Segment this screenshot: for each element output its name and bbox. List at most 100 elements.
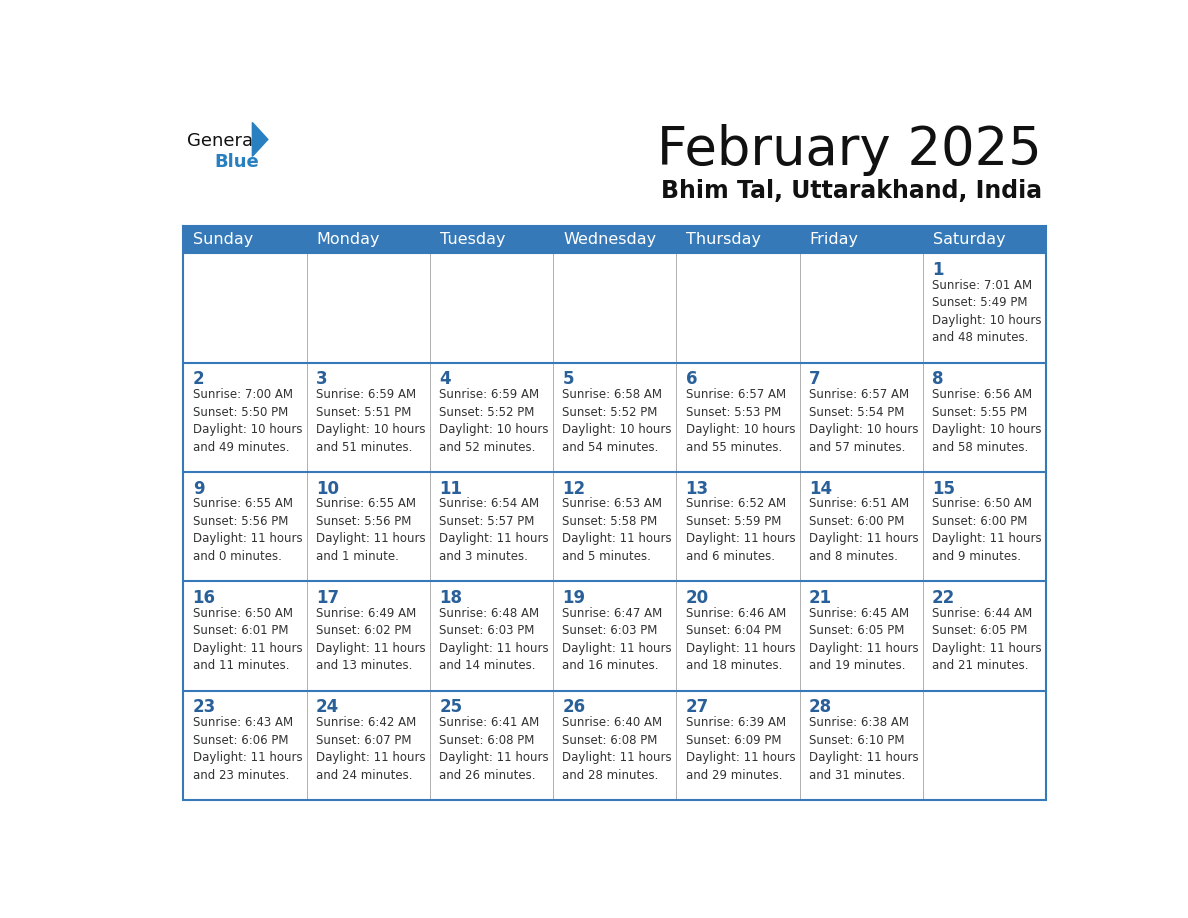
Text: Sunrise: 6:45 AM
Sunset: 6:05 PM
Daylight: 11 hours
and 19 minutes.: Sunrise: 6:45 AM Sunset: 6:05 PM Dayligh… xyxy=(809,607,918,672)
Bar xyxy=(800,253,923,363)
Bar xyxy=(183,253,307,363)
Text: 3: 3 xyxy=(316,371,328,388)
Text: 13: 13 xyxy=(685,480,709,498)
Text: Sunrise: 6:44 AM
Sunset: 6:05 PM
Daylight: 11 hours
and 21 minutes.: Sunrise: 6:44 AM Sunset: 6:05 PM Dayligh… xyxy=(933,607,1042,672)
Text: 4: 4 xyxy=(440,371,450,388)
Text: 22: 22 xyxy=(933,589,955,607)
Text: Sunday: Sunday xyxy=(194,232,254,247)
Text: Bhim Tal, Uttarakhand, India: Bhim Tal, Uttarakhand, India xyxy=(661,179,1042,204)
Text: Saturday: Saturday xyxy=(933,232,1005,247)
Bar xyxy=(183,581,307,690)
Bar xyxy=(307,472,430,581)
Text: Sunrise: 6:59 AM
Sunset: 5:52 PM
Daylight: 10 hours
and 52 minutes.: Sunrise: 6:59 AM Sunset: 5:52 PM Dayligh… xyxy=(440,388,549,453)
Text: Sunrise: 6:38 AM
Sunset: 6:10 PM
Daylight: 11 hours
and 31 minutes.: Sunrise: 6:38 AM Sunset: 6:10 PM Dayligh… xyxy=(809,716,918,781)
Text: Sunrise: 6:39 AM
Sunset: 6:09 PM
Daylight: 11 hours
and 29 minutes.: Sunrise: 6:39 AM Sunset: 6:09 PM Dayligh… xyxy=(685,716,795,781)
Text: Sunrise: 6:54 AM
Sunset: 5:57 PM
Daylight: 11 hours
and 3 minutes.: Sunrise: 6:54 AM Sunset: 5:57 PM Dayligh… xyxy=(440,498,549,563)
Text: 21: 21 xyxy=(809,589,832,607)
Bar xyxy=(307,581,430,690)
Bar xyxy=(307,253,430,363)
Bar xyxy=(923,363,1045,472)
Bar xyxy=(307,363,430,472)
Text: 27: 27 xyxy=(685,699,709,716)
Text: Blue: Blue xyxy=(214,153,259,172)
Text: 8: 8 xyxy=(933,371,943,388)
Text: Sunrise: 6:40 AM
Sunset: 6:08 PM
Daylight: 11 hours
and 28 minutes.: Sunrise: 6:40 AM Sunset: 6:08 PM Dayligh… xyxy=(562,716,672,781)
Text: 10: 10 xyxy=(316,480,339,498)
Bar xyxy=(676,581,800,690)
Bar xyxy=(676,472,800,581)
Text: 19: 19 xyxy=(562,589,586,607)
Text: Sunrise: 6:50 AM
Sunset: 6:01 PM
Daylight: 11 hours
and 11 minutes.: Sunrise: 6:50 AM Sunset: 6:01 PM Dayligh… xyxy=(192,607,302,672)
Text: Tuesday: Tuesday xyxy=(440,232,505,247)
Text: 18: 18 xyxy=(440,589,462,607)
Text: Sunrise: 6:48 AM
Sunset: 6:03 PM
Daylight: 11 hours
and 14 minutes.: Sunrise: 6:48 AM Sunset: 6:03 PM Dayligh… xyxy=(440,607,549,672)
Bar xyxy=(554,363,676,472)
Bar xyxy=(430,363,554,472)
Text: 23: 23 xyxy=(192,699,216,716)
Bar xyxy=(800,472,923,581)
Bar xyxy=(554,690,676,800)
Text: Monday: Monday xyxy=(317,232,380,247)
Text: 25: 25 xyxy=(440,699,462,716)
Text: 17: 17 xyxy=(316,589,339,607)
Bar xyxy=(430,690,554,800)
Text: 11: 11 xyxy=(440,480,462,498)
Bar xyxy=(430,472,554,581)
Bar xyxy=(430,253,554,363)
Bar xyxy=(923,253,1045,363)
Bar xyxy=(800,690,923,800)
Text: Sunrise: 6:50 AM
Sunset: 6:00 PM
Daylight: 11 hours
and 9 minutes.: Sunrise: 6:50 AM Sunset: 6:00 PM Dayligh… xyxy=(933,498,1042,563)
Text: 7: 7 xyxy=(809,371,821,388)
Text: Wednesday: Wednesday xyxy=(563,232,656,247)
Text: 14: 14 xyxy=(809,480,832,498)
Bar xyxy=(554,253,676,363)
Text: 24: 24 xyxy=(316,699,339,716)
Bar xyxy=(430,581,554,690)
Text: Sunrise: 6:41 AM
Sunset: 6:08 PM
Daylight: 11 hours
and 26 minutes.: Sunrise: 6:41 AM Sunset: 6:08 PM Dayligh… xyxy=(440,716,549,781)
Text: Sunrise: 6:57 AM
Sunset: 5:53 PM
Daylight: 10 hours
and 55 minutes.: Sunrise: 6:57 AM Sunset: 5:53 PM Dayligh… xyxy=(685,388,795,453)
Text: Sunrise: 7:00 AM
Sunset: 5:50 PM
Daylight: 10 hours
and 49 minutes.: Sunrise: 7:00 AM Sunset: 5:50 PM Dayligh… xyxy=(192,388,302,453)
Text: Sunrise: 6:52 AM
Sunset: 5:59 PM
Daylight: 11 hours
and 6 minutes.: Sunrise: 6:52 AM Sunset: 5:59 PM Dayligh… xyxy=(685,498,795,563)
Text: 5: 5 xyxy=(562,371,574,388)
Bar xyxy=(676,363,800,472)
Bar xyxy=(554,581,676,690)
Text: Sunrise: 6:42 AM
Sunset: 6:07 PM
Daylight: 11 hours
and 24 minutes.: Sunrise: 6:42 AM Sunset: 6:07 PM Dayligh… xyxy=(316,716,425,781)
Bar xyxy=(923,690,1045,800)
Text: Sunrise: 6:55 AM
Sunset: 5:56 PM
Daylight: 11 hours
and 1 minute.: Sunrise: 6:55 AM Sunset: 5:56 PM Dayligh… xyxy=(316,498,425,563)
Bar xyxy=(800,581,923,690)
Text: Sunrise: 6:58 AM
Sunset: 5:52 PM
Daylight: 10 hours
and 54 minutes.: Sunrise: 6:58 AM Sunset: 5:52 PM Dayligh… xyxy=(562,388,672,453)
Text: 16: 16 xyxy=(192,589,216,607)
Text: Sunrise: 6:56 AM
Sunset: 5:55 PM
Daylight: 10 hours
and 58 minutes.: Sunrise: 6:56 AM Sunset: 5:55 PM Dayligh… xyxy=(933,388,1042,453)
Bar xyxy=(676,253,800,363)
Text: 6: 6 xyxy=(685,371,697,388)
Bar xyxy=(676,690,800,800)
Bar xyxy=(800,363,923,472)
Text: 26: 26 xyxy=(562,699,586,716)
Text: Sunrise: 7:01 AM
Sunset: 5:49 PM
Daylight: 10 hours
and 48 minutes.: Sunrise: 7:01 AM Sunset: 5:49 PM Dayligh… xyxy=(933,279,1042,344)
Polygon shape xyxy=(252,122,267,156)
Text: 1: 1 xyxy=(933,261,943,279)
Bar xyxy=(183,472,307,581)
Bar xyxy=(307,690,430,800)
Text: Sunrise: 6:57 AM
Sunset: 5:54 PM
Daylight: 10 hours
and 57 minutes.: Sunrise: 6:57 AM Sunset: 5:54 PM Dayligh… xyxy=(809,388,918,453)
Bar xyxy=(183,690,307,800)
Text: Sunrise: 6:53 AM
Sunset: 5:58 PM
Daylight: 11 hours
and 5 minutes.: Sunrise: 6:53 AM Sunset: 5:58 PM Dayligh… xyxy=(562,498,672,563)
Bar xyxy=(923,581,1045,690)
Text: Thursday: Thursday xyxy=(687,232,762,247)
Text: Sunrise: 6:47 AM
Sunset: 6:03 PM
Daylight: 11 hours
and 16 minutes.: Sunrise: 6:47 AM Sunset: 6:03 PM Dayligh… xyxy=(562,607,672,672)
Text: 15: 15 xyxy=(933,480,955,498)
Text: 2: 2 xyxy=(192,371,204,388)
Text: General: General xyxy=(188,131,259,150)
Bar xyxy=(183,363,307,472)
Text: Sunrise: 6:46 AM
Sunset: 6:04 PM
Daylight: 11 hours
and 18 minutes.: Sunrise: 6:46 AM Sunset: 6:04 PM Dayligh… xyxy=(685,607,795,672)
Bar xyxy=(923,472,1045,581)
Text: Sunrise: 6:59 AM
Sunset: 5:51 PM
Daylight: 10 hours
and 51 minutes.: Sunrise: 6:59 AM Sunset: 5:51 PM Dayligh… xyxy=(316,388,425,453)
Text: Friday: Friday xyxy=(809,232,859,247)
Text: Sunrise: 6:55 AM
Sunset: 5:56 PM
Daylight: 11 hours
and 0 minutes.: Sunrise: 6:55 AM Sunset: 5:56 PM Dayligh… xyxy=(192,498,302,563)
Text: Sunrise: 6:51 AM
Sunset: 6:00 PM
Daylight: 11 hours
and 8 minutes.: Sunrise: 6:51 AM Sunset: 6:00 PM Dayligh… xyxy=(809,498,918,563)
Text: 28: 28 xyxy=(809,699,832,716)
Text: 9: 9 xyxy=(192,480,204,498)
Text: Sunrise: 6:49 AM
Sunset: 6:02 PM
Daylight: 11 hours
and 13 minutes.: Sunrise: 6:49 AM Sunset: 6:02 PM Dayligh… xyxy=(316,607,425,672)
Bar xyxy=(554,472,676,581)
Text: Sunrise: 6:43 AM
Sunset: 6:06 PM
Daylight: 11 hours
and 23 minutes.: Sunrise: 6:43 AM Sunset: 6:06 PM Dayligh… xyxy=(192,716,302,781)
